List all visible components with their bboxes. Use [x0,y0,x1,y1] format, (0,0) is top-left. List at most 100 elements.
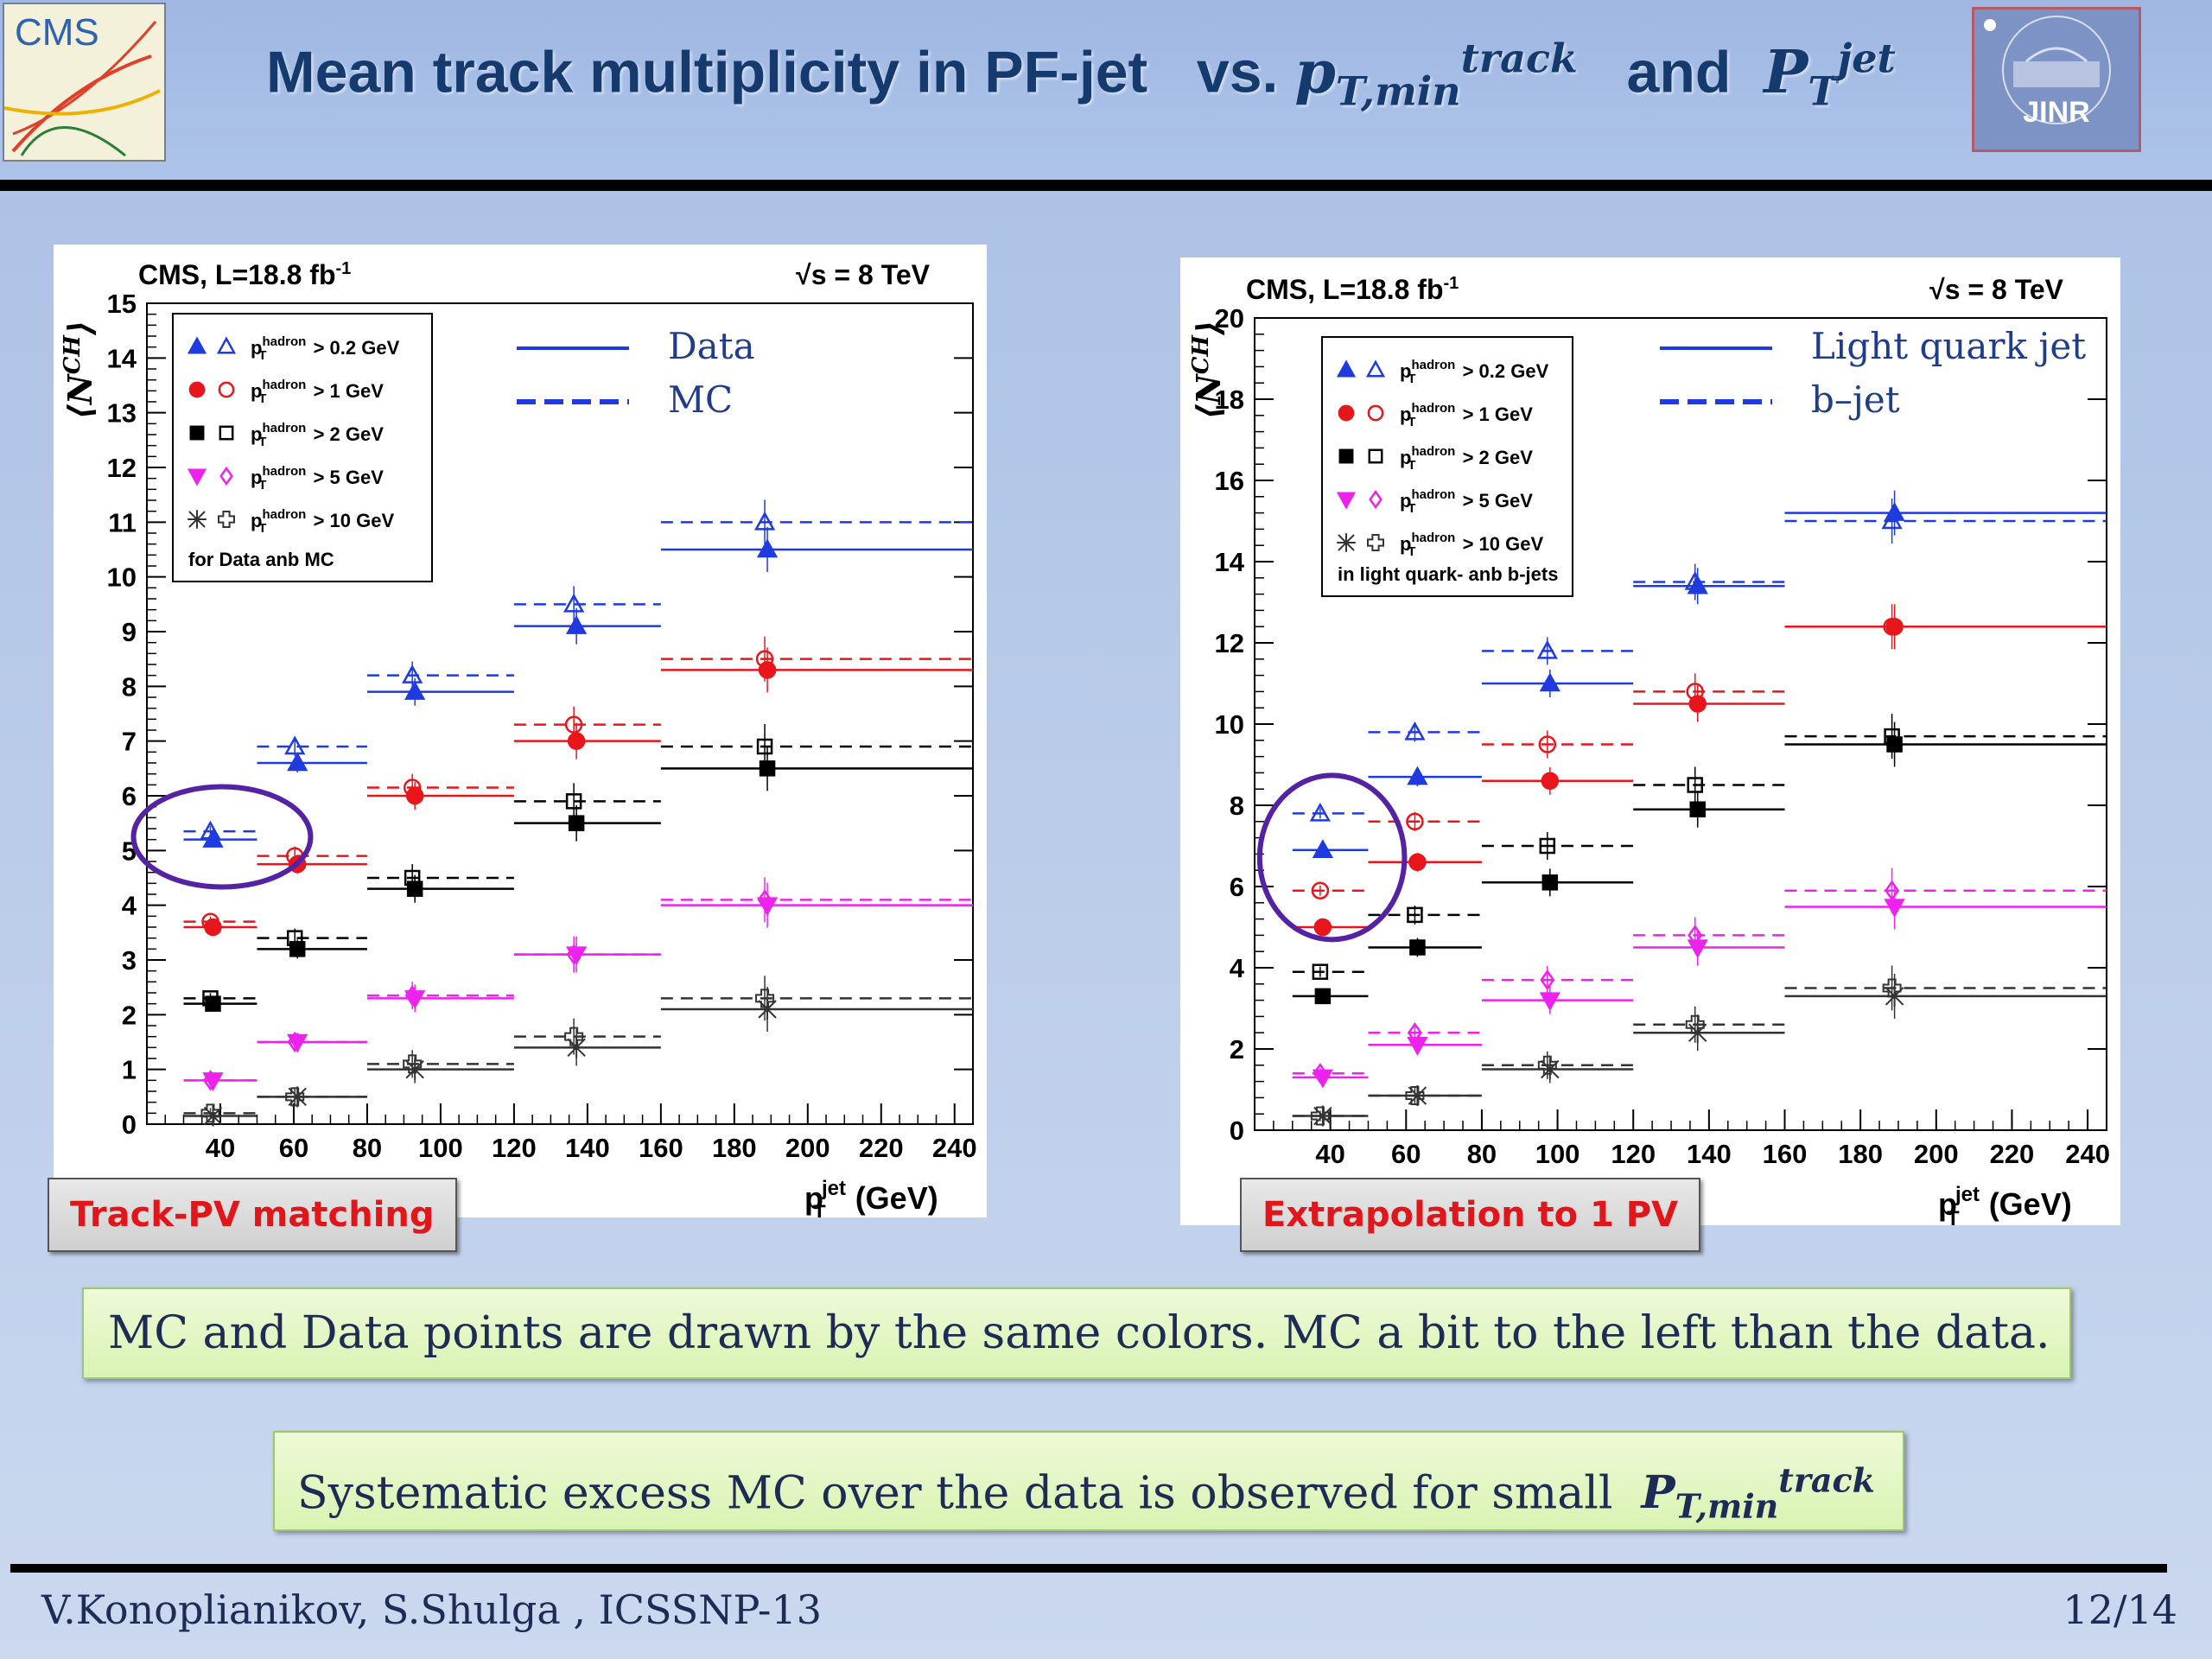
legend-marker-open [216,336,237,354]
data-marker [1539,992,1560,1012]
mc-marker [756,738,773,755]
y-tick-label: 13 [107,398,137,429]
data-marker [1688,695,1707,713]
y-tick-label: 4 [1230,953,1245,983]
x-tick-label: 80 [353,1133,382,1163]
tag-extrapolation: Extrapolation to 1 PV [1240,1178,1701,1252]
x-tick-label: 140 [565,1133,610,1163]
data-marker [565,946,588,966]
mc-marker [1539,837,1556,855]
mc-marker [1406,812,1424,831]
series-1 [1292,604,2107,937]
data-marker [1687,575,1708,594]
mc-marker [402,664,423,683]
data-marker [1539,672,1560,692]
note-colors: MC and Data points are drawn by the same… [82,1287,2071,1379]
data-marker [1312,1105,1333,1127]
mc-marker [753,511,776,531]
title-ptmin: pT,mintrack [1294,35,1578,115]
data-marker [1407,1037,1428,1056]
x-tick-label: 200 [1914,1139,1959,1169]
mc-marker [1538,735,1557,753]
data-marker [1884,502,1905,521]
title-ptjet: PTjet [1764,35,1896,115]
data-marker [1884,899,1905,918]
y-tick-label: 14 [1215,547,1245,577]
note-excess: Systematic excess MC over the data is ob… [273,1431,1904,1531]
x-tick-label: 60 [1391,1139,1421,1169]
data-marker [205,995,221,1012]
y-tick-label: 18 [1215,385,1244,415]
legend-marker-open [1369,489,1382,510]
legend-marker-filled [1336,492,1357,510]
data-marker [1687,939,1708,959]
data-marker [404,990,426,1009]
legend-note: in light quark- anb b-jets [1338,563,1558,585]
data-marker [756,897,779,917]
legend-solid-label: Light quark jet [1811,325,2086,367]
chart-panel-left: CMS, L=18.8 fb-1 √s = 8 TeV 0 1 2 3 4 5 6 7 8 9 10 11… [54,245,987,1217]
x-tick-label: 220 [1990,1139,2035,1169]
data-marker [202,1105,224,1127]
x-tick-label: 120 [1611,1139,1656,1169]
legend-marker-filled [1337,533,1356,552]
y-tick-label: 14 [107,343,137,373]
y-tick-label: 12 [107,453,137,483]
legend-marker-filled [1338,404,1355,422]
chart-header-left: CMS, L=18.8 fb-1 [138,259,351,290]
legend-label: phadron T > 10 GeV [251,507,394,536]
tag-track-pv-matching: Track-PV matching [48,1178,457,1252]
legend-note: for Data anb MC [188,549,334,570]
x-tick-label: 240 [2065,1139,2110,1169]
series-10 [183,976,973,1127]
title-text: Mean track multiplicity in PF-jet [266,39,1148,105]
mc-marker [1540,969,1555,991]
data-marker [287,1086,308,1108]
highlight-ellipse [130,784,314,890]
x-tick-label: 160 [639,1133,683,1163]
title-rule [0,180,2212,191]
legend-marker-open [219,466,233,486]
data-marker [406,880,423,897]
y-tick-label: 2 [122,1000,137,1030]
mc-marker [1537,1055,1557,1075]
y-tick-label: 8 [1230,791,1244,821]
data-series [183,499,973,1127]
data-marker [1541,772,1560,791]
plot-frame [146,302,974,1125]
y-tick-label: 11 [108,507,137,537]
data-marker [287,1033,308,1053]
y-tick-label: 20 [1215,303,1244,334]
legend-solid-label: Data [668,325,755,367]
data-marker [1884,985,1905,1007]
y-axis-label: ⟨NCH⟩ [60,321,99,420]
data-marker [1687,1022,1708,1044]
chart-svg-0: CMS, L=18.8 fb-1 √s = 8 TeV01234567891011… [60,259,977,1217]
y-tick-label: 0 [122,1109,137,1140]
series-0.2 [183,499,973,848]
footer-page-number: 12/14 [2063,1586,2177,1633]
data-marker [1407,1085,1428,1107]
chart-panel-right: CMS, L=18.8 fb-1 √s = 8 TeV 0 2 4 6 8 10 12 14 16 1… [1180,257,2120,1225]
legend-marker-open [218,511,235,528]
series-5 [1292,868,2107,1089]
data-marker [1312,1069,1334,1089]
data-marker [565,615,588,634]
mc-marker [564,715,583,734]
jinr-logo: JINR [1972,7,2141,152]
x-tick-label: 200 [785,1133,830,1163]
chart-header-right: √s = 8 TeV [1929,274,2063,305]
data-marker [287,752,308,772]
legend-marker-filled [188,381,206,398]
title-bar: CMS Mean track multiplicity in PF-jet vs… [0,0,2212,191]
legend-marker-open [1365,359,1386,378]
x-tick-label: 180 [1838,1139,1883,1169]
data-marker [758,661,777,679]
data-marker [204,918,222,937]
mc-marker [1407,906,1423,924]
data-marker [1885,617,1904,636]
data-marker [1313,918,1332,937]
legend-marker-open [1367,404,1384,422]
legend-marker-filled [188,510,207,529]
